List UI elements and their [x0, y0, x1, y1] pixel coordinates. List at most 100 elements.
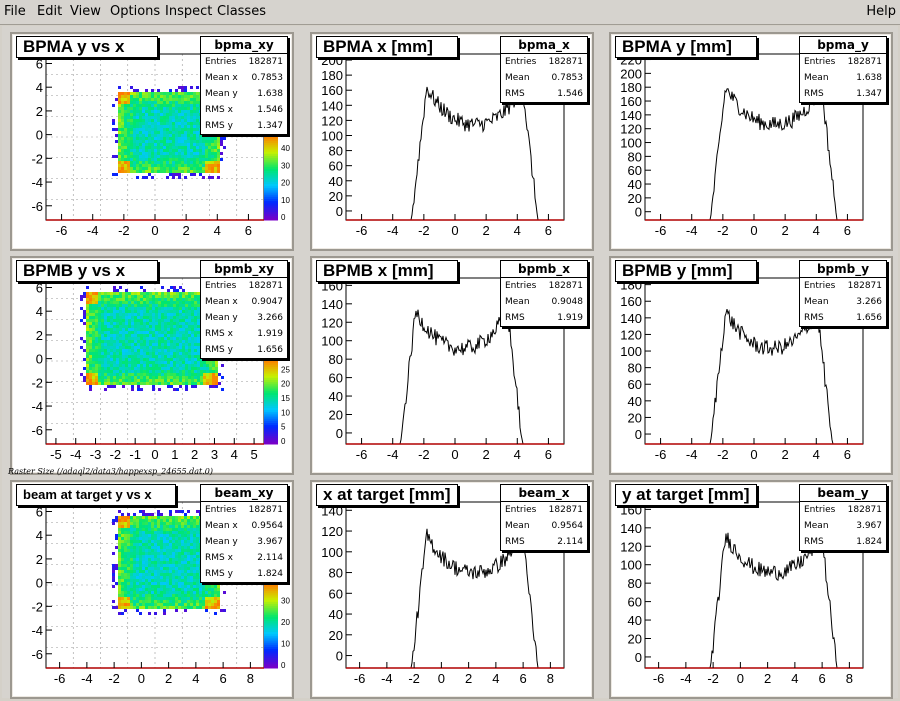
color-palette: [264, 134, 278, 221]
y-tick-label: 100: [620, 344, 642, 359]
y-tick-label: 2: [36, 328, 43, 343]
pad-title: BPMA y [mm]: [615, 36, 757, 58]
stats-row: Mean x 0.7853: [201, 70, 287, 86]
menu-classes[interactable]: Classes: [217, 4, 266, 19]
stats-value: 182871: [548, 57, 583, 67]
stats-row: Entries 182871: [800, 54, 886, 70]
pad-title: BPMA y vs x: [16, 36, 158, 58]
x-tick-label: -4: [381, 671, 393, 686]
stats-value: 1.824: [856, 537, 882, 547]
stats-value: 1.656: [856, 313, 882, 323]
stats-row: Mean x 0.9564: [201, 518, 287, 534]
menu-help[interactable]: Help: [866, 4, 896, 19]
stats-row: Entries 182871: [501, 502, 587, 518]
stats-key: Mean y: [205, 89, 238, 99]
stats-value: 0.7853: [251, 73, 284, 83]
stats-box: bpma_y Entries 182871 Mean 1.638 RMS 1.347: [799, 36, 887, 103]
y-tick-label: 180: [620, 80, 642, 95]
y-tick-label: 60: [628, 377, 642, 392]
palette-label: 30: [281, 597, 290, 606]
stats-key: Mean: [804, 521, 829, 531]
x-histogram-pad[interactable]: -6 -4 -2 0 2 4 6 200 180 160 140 120 100 80 60 40 20 0 BPM…: [310, 32, 594, 251]
stats-value: 1.919: [257, 329, 283, 339]
stats-key: Mean: [505, 73, 530, 83]
y-tick-label: 80: [329, 566, 343, 581]
stats-box: bpma_xy Entries 182871 Mean x 0.7853 Mean y 1.…: [200, 36, 288, 135]
y-tick-label: 200: [620, 66, 642, 81]
y-tick-label: 120: [620, 539, 642, 554]
root-canvas[interactable]: -6 -4 -2 0 2 4 6 6 4 2 0 -2 -4 -6 0 10 20 30 40 BPMA y vs x…: [2, 26, 898, 699]
x-tick-label: -4: [87, 223, 99, 238]
stats-key: Entries: [804, 505, 836, 515]
stats-value: 2.114: [557, 537, 583, 547]
stats-key: RMS y: [205, 345, 233, 355]
y-tick-label: 0: [36, 352, 43, 367]
y-histogram-pad[interactable]: -6 -4 -2 0 2 4 6 8 160 140 120 100 80 60 40 20 0 y at tar…: [609, 480, 893, 699]
stats-row: Mean 0.9048: [501, 294, 587, 310]
stats-row: RMS 1.824: [800, 534, 886, 550]
histogram-line: [645, 84, 863, 221]
stats-key: RMS y: [205, 121, 233, 131]
y-tick-label: 80: [329, 352, 343, 367]
stats-key: RMS: [505, 313, 525, 323]
stats-key: RMS x: [205, 329, 233, 339]
pad-title: BPMB x [mm]: [316, 260, 458, 282]
x-histogram-pad[interactable]: -6 -4 -2 0 2 4 6 160 140 120 100 80 60 40 20 0 BPMB x [m…: [310, 256, 594, 475]
menu-inspect[interactable]: Inspect: [165, 4, 213, 19]
scatter-pad[interactable]: -6 -4 -2 0 2 4 6 6 4 2 0 -2 -4 -6 0 10 20 30 40 BPMA y vs x…: [10, 32, 294, 251]
x-tick-label: 0: [750, 223, 757, 238]
stats-box-title: bpma_xy: [201, 37, 287, 54]
palette-label: 30: [281, 161, 290, 170]
x-tick-label: 6: [520, 671, 527, 686]
y-tick-label: 20: [329, 407, 343, 422]
stats-value: 0.9564: [551, 521, 584, 531]
palette-label: 5: [281, 423, 286, 432]
scatter-pad[interactable]: -5 -4 -3 -2 -1 0 1 2 3 4 5 6 4 2 0 -2 -4 -6 0 5 10 15 20 25 BPMB…: [10, 256, 294, 475]
stats-key: Mean: [804, 297, 829, 307]
menu-edit[interactable]: Edit: [37, 4, 63, 19]
scatter-pad[interactable]: -6 -4 -2 0 2 4 6 8 6 4 2 0 -2 -4 -6 0 10 20 30 beam at targ…: [10, 480, 294, 699]
stats-key: Entries: [804, 281, 836, 291]
stats-value: 3.967: [257, 537, 283, 547]
color-palette: [264, 358, 278, 445]
stats-box-title: bpma_x: [501, 37, 587, 54]
stats-box: beam_xy Entries 182871 Mean x 0.9564 Mean y 3.…: [200, 484, 288, 583]
menu-view[interactable]: View: [70, 4, 101, 19]
palette-label: 15: [281, 394, 290, 403]
y-tick-label: -2: [31, 375, 43, 390]
y-histogram-pad[interactable]: -6 -4 -2 0 2 4 6 220 200 180 160 140 120 100 80 60 40 20 0…: [609, 32, 893, 251]
y-histogram-pad[interactable]: -6 -4 -2 0 2 4 6 180 160 140 120 100 80 60 40 20 0 BPMB y…: [609, 256, 893, 475]
stats-key: RMS y: [205, 569, 233, 579]
x-tick-label: -6: [356, 447, 368, 462]
y-tick-label: 20: [628, 191, 642, 206]
stats-key: RMS: [804, 537, 824, 547]
x-tick-label: 6: [220, 671, 227, 686]
x-tick-label: 4: [813, 223, 820, 238]
stats-key: Mean: [505, 297, 530, 307]
stats-row: RMS 2.114: [501, 534, 587, 550]
y-tick-label: -4: [31, 623, 43, 638]
stats-row: RMS x 2.114: [201, 550, 287, 566]
x-tick-label: -2: [108, 671, 120, 686]
y-tick-label: -6: [31, 199, 43, 214]
stats-value: 1.656: [257, 345, 283, 355]
y-tick-label: 100: [321, 545, 343, 560]
histogram-plot: -6 -4 -2 0 2 4 6 8 140 120 100 80 60 40 20 0: [321, 501, 565, 686]
stats-value: 182871: [847, 57, 882, 67]
stats-key: Mean: [804, 73, 829, 83]
y-tick-label: 2: [36, 104, 43, 119]
menu-options[interactable]: Options: [110, 4, 161, 19]
pad-title: x at target [mm]: [316, 484, 458, 506]
y-tick-label: 0: [336, 426, 343, 441]
x-tick-label: 2: [764, 671, 771, 686]
menu-file[interactable]: File: [4, 4, 26, 19]
stats-row: RMS y 1.824: [201, 566, 287, 582]
stats-row: Mean y 3.266: [201, 310, 287, 326]
x-histogram-pad[interactable]: -6 -4 -2 0 2 4 6 8 140 120 100 80 60 40 20 0 x at target…: [310, 480, 594, 699]
x-tick-label: 4: [192, 671, 199, 686]
histogram-line: [346, 309, 564, 445]
x-tick-label: 2: [483, 447, 490, 462]
